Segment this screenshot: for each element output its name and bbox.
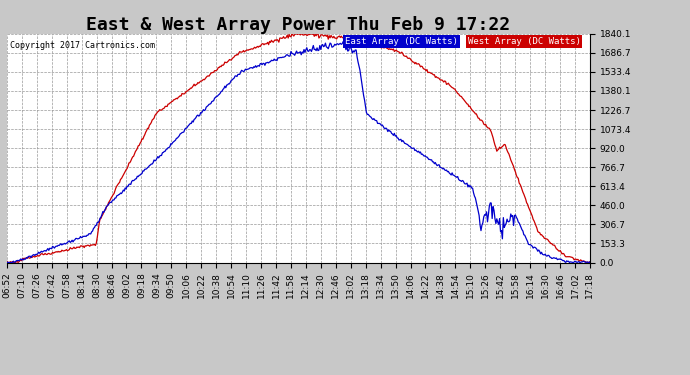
Text: East Array (DC Watts): East Array (DC Watts) bbox=[345, 37, 458, 46]
Text: Copyright 2017 Cartronics.com: Copyright 2017 Cartronics.com bbox=[10, 40, 155, 50]
Title: East & West Array Power Thu Feb 9 17:22: East & West Array Power Thu Feb 9 17:22 bbox=[86, 16, 511, 34]
Text: West Array (DC Watts): West Array (DC Watts) bbox=[468, 37, 580, 46]
